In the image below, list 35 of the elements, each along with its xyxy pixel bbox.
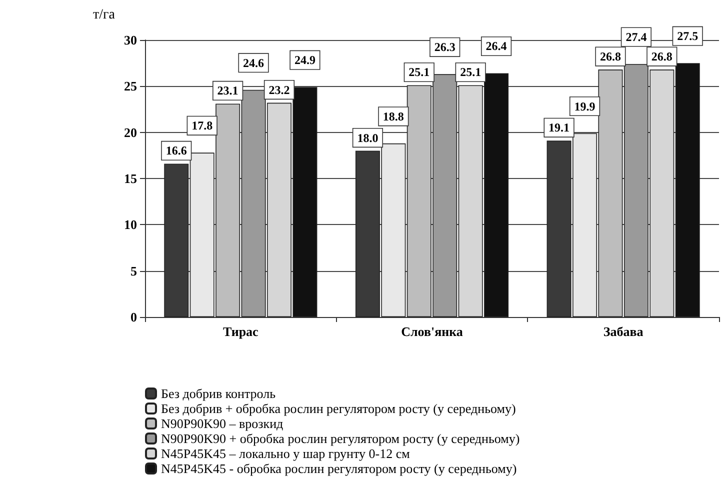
data-label: 23.1	[217, 84, 238, 98]
y-tick-label: 15	[124, 171, 138, 186]
x-tick-label: Слов'янка	[401, 324, 464, 339]
data-label: 26.8	[651, 50, 672, 64]
data-label: 27.4	[626, 30, 647, 44]
data-label: 17.8	[192, 118, 213, 133]
legend-label: N90P90K90 – врозкид	[161, 416, 284, 431]
legend-label: N45P45K45 - обробка рослин регулятором росту (у середньому)	[161, 461, 517, 476]
data-label: 19.1	[548, 120, 570, 135]
legend-label: N45P45K45 – локально у шар грунту 0-12 см	[161, 446, 410, 461]
data-label: 25.1	[408, 65, 430, 80]
data-label: 27.5	[677, 29, 698, 44]
y-tick-label: 20	[124, 124, 137, 140]
legend-label: Без добрив контроль	[161, 386, 276, 401]
data-label: 24.9	[294, 53, 316, 68]
y-tick-label: 30	[124, 32, 137, 48]
legend-label: Без добрив + обробка рослин регулятором росту (у середньому)	[161, 401, 516, 416]
data-label: 23.2	[268, 82, 290, 97]
y-tick-label: 5	[130, 263, 138, 278]
data-label: 24.6	[243, 56, 264, 70]
y-tick-label: 10	[124, 217, 137, 232]
data-label: 25.1	[460, 65, 482, 80]
data-label: 18.0	[357, 130, 378, 145]
data-label: 18.8	[382, 109, 404, 124]
data-label: 26.8	[600, 50, 621, 64]
legend-label: N90P90K90 + обробка рослин регулятором росту (у середньому)	[161, 431, 520, 446]
y-tick-label: 0	[130, 310, 137, 324]
data-label: 26.4	[486, 39, 507, 54]
y-tick-label: 25	[124, 78, 138, 94]
data-label: 16.6	[166, 144, 187, 158]
x-tick-label: Забава	[603, 324, 644, 339]
y-axis-title: т/га	[93, 8, 116, 22]
x-tick-label: Тирас	[222, 324, 259, 339]
data-label: 26.3	[434, 40, 456, 54]
data-label: 19.9	[574, 99, 596, 114]
